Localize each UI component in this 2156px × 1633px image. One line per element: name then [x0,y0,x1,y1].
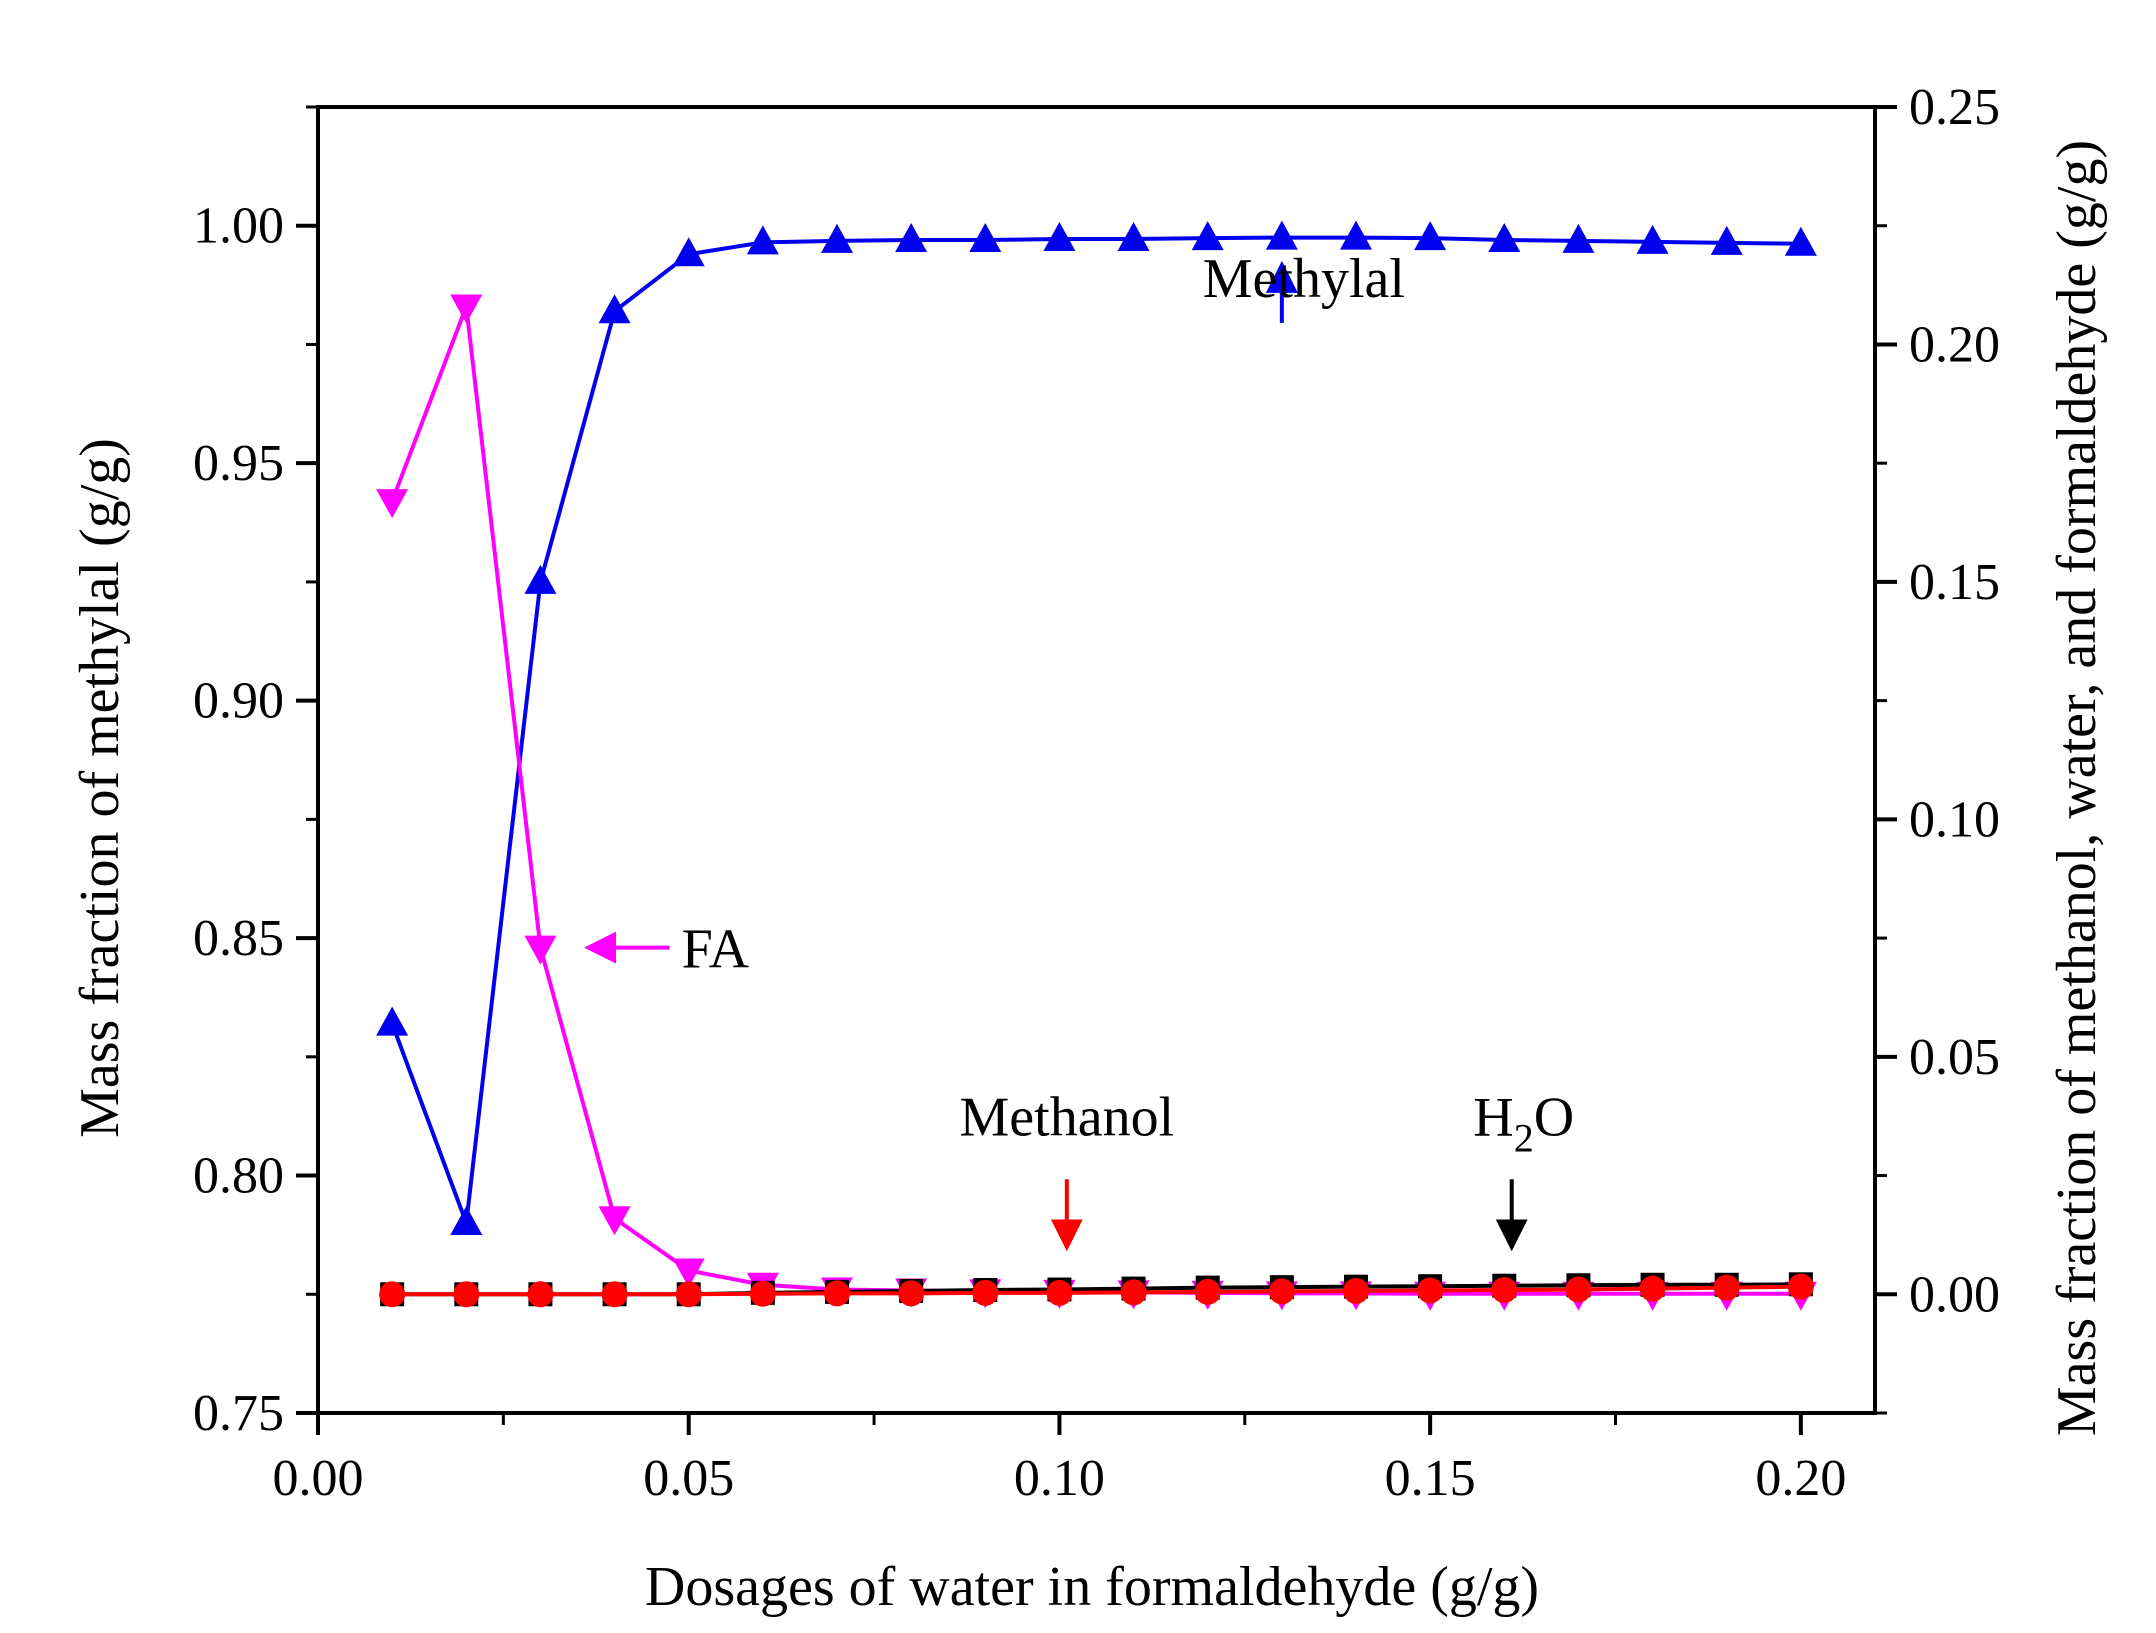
methanol-point [1491,1276,1518,1303]
methylal-point [598,294,631,324]
x-tick-label: 0.20 [1755,1450,1846,1507]
right-y-tick-label: 0.10 [1909,791,2000,848]
methanol-point [1787,1273,1814,1300]
methanol-point [1120,1279,1147,1306]
fa-point [450,294,483,324]
methylal-point [1340,220,1372,250]
annotation-label-fa: FA [682,919,750,981]
plot-frame [316,105,1877,1415]
methylal-point [524,564,557,594]
fa-point [598,1206,631,1236]
x-axis-ticks: 0.00 0.05 0.10 0.15 0.20 [273,1413,1846,1507]
right-y-tick-label: 0.15 [1909,554,2000,611]
methanol-point [1639,1275,1666,1302]
right-y-axis-title: Mass fraction of methanol, water, and fo… [2046,140,2108,1436]
series-layer [376,220,1817,1311]
annotation-label-h2o: H2O [1473,1087,1574,1161]
plot-border [316,105,1877,1415]
methylal-point [1414,221,1447,251]
right-y-tick-label: 0.00 [1909,1266,2000,1323]
left-y-tick-label: 0.95 [193,435,284,492]
left-y-tick-label: 0.75 [193,1385,284,1442]
methylal-line [390,235,1801,1226]
methylal-point [1562,223,1595,253]
methylal-point [450,1206,483,1236]
methylal-point [1636,224,1669,254]
x-axis-title: Dosages of water in formaldehyde (g/g) [645,1556,1539,1618]
methanol-point [453,1281,480,1308]
methylal-point [895,222,928,252]
series-methylal [376,220,1817,1236]
annotation-label-methanol: Methanol [960,1087,1175,1149]
methanol-point [1343,1277,1369,1304]
methanol-point [1046,1279,1073,1306]
left-y-tick-label: 0.90 [193,673,284,730]
methanol-point [898,1280,925,1307]
methylal-point [821,223,853,253]
series-methanol [379,1273,1814,1308]
annotation-layer: Methylal FA Methanol H2O [584,248,1574,1252]
methanol-point [824,1280,850,1307]
left-y-axis-title: Mass fraction of methylal (g/g) [69,438,131,1138]
methanol-point [1565,1276,1592,1303]
methanol-point [675,1281,702,1308]
methanol-point [1268,1278,1295,1305]
right-y-tick-label: 0.20 [1909,316,2000,373]
left-y-tick-label: 0.80 [193,1148,284,1205]
methylal-point [1784,226,1817,256]
methanol-point [601,1281,628,1308]
left-y-axis-ticks: 0.75 0.80 0.85 0.90 0.95 1.00 [193,105,318,1442]
x-tick-label: 0.05 [643,1450,734,1507]
methylal-point [969,222,1002,252]
left-y-tick-label: 1.00 [193,198,284,255]
methanol-point [749,1280,776,1307]
methylal-point [1117,222,1150,252]
methylal-point [746,225,779,255]
methylal-point [1710,225,1743,255]
x-tick-label: 0.15 [1385,1450,1476,1507]
methanol-point [972,1279,999,1306]
methylal-point [1043,222,1076,252]
methylal-point [1191,221,1224,251]
fa-point [376,489,409,519]
fa-point [672,1258,705,1288]
series-fa [376,294,1817,1311]
right-y-tick-label: 0.05 [1909,1029,2000,1086]
x-tick-label: 0.10 [1014,1450,1105,1507]
right-y-tick-label: 0.25 [1909,79,2000,136]
methylal-point [672,237,705,267]
methanol-point [1417,1277,1444,1304]
methanol-point [379,1281,406,1308]
methylal-point [1265,220,1298,250]
fa-point [524,935,557,965]
left-y-tick-label: 0.85 [193,910,284,967]
methylal-point [376,1006,409,1036]
methanol-point [1194,1278,1221,1305]
methylal-point [1488,222,1521,252]
x-tick-label: 0.00 [273,1450,364,1507]
annotation-label-methylal: Methylal [1203,248,1405,310]
right-y-axis-ticks: 0.00 0.05 0.10 0.15 0.20 0.25 [1875,79,2000,1415]
methanol-point [1713,1274,1740,1301]
methanol-point [527,1281,554,1308]
